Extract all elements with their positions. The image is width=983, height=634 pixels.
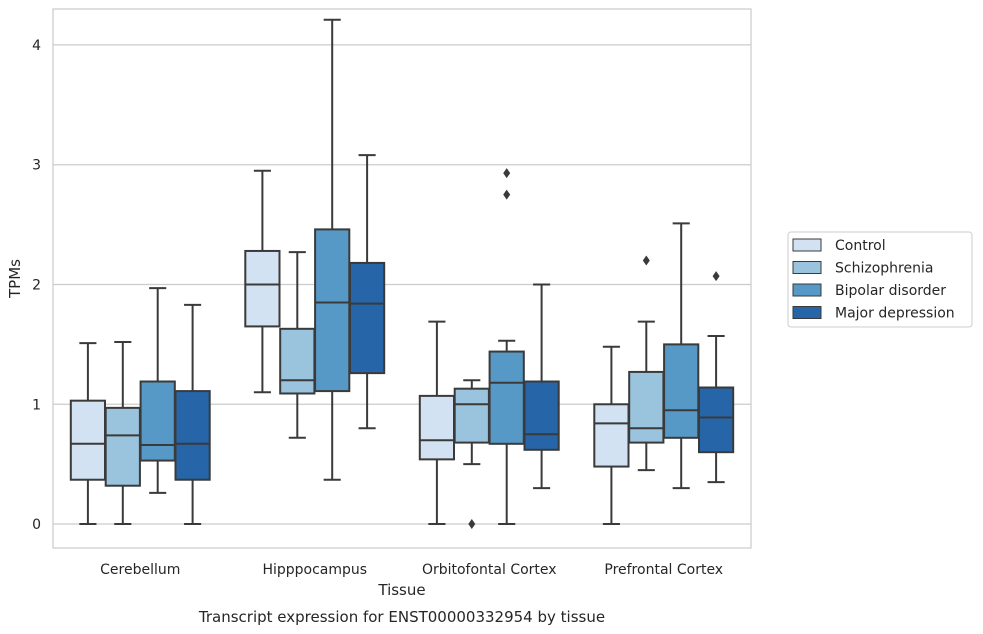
outlier-marker [642, 255, 650, 266]
legend-label: Major depression [835, 306, 955, 322]
x-tick-label: Prefrontal Cortex [604, 562, 723, 578]
box [139, 287, 176, 494]
box-body [174, 390, 211, 481]
box [348, 154, 386, 430]
series-major-depression [174, 154, 735, 526]
box-body [314, 228, 351, 393]
box-body [69, 399, 107, 481]
legend-swatch [792, 306, 822, 319]
box [314, 18, 351, 481]
y-tick-label: 3 [32, 158, 41, 174]
legend-label: Schizophrenia [835, 261, 933, 277]
y-tick-label: 0 [32, 517, 41, 533]
box [418, 320, 456, 526]
box-body [488, 350, 525, 445]
box [593, 345, 630, 526]
series-bipolar-disorder [139, 18, 700, 526]
legend-label: Control [835, 238, 886, 254]
box-series [69, 18, 735, 530]
legend: Control Schizophrenia Bipolar disorder Majo… [787, 231, 973, 328]
chart-caption: Transcript expression for ENST0000033295… [198, 608, 605, 626]
box-body [523, 380, 560, 451]
box [523, 283, 560, 490]
x-tick-label: Cerebellum [100, 562, 180, 578]
box [628, 255, 665, 472]
box-body [593, 403, 630, 468]
box-body [279, 327, 316, 395]
box-body [663, 343, 700, 439]
box-body [244, 249, 281, 328]
box-body [697, 386, 735, 454]
legend-frame [787, 231, 973, 328]
box [663, 222, 700, 490]
box [488, 168, 525, 526]
box [244, 169, 281, 394]
box [279, 251, 316, 439]
box [697, 271, 735, 484]
box [69, 342, 107, 526]
y-tick-label: 4 [32, 38, 41, 54]
box-body [104, 406, 141, 487]
legend-swatch [792, 283, 822, 297]
outlier-marker [712, 271, 720, 282]
y-tick-labels: 0 1 2 3 4 [32, 38, 41, 533]
x-axis-title: Tissue [377, 581, 425, 599]
outlier-marker [503, 189, 511, 200]
legend-swatch [792, 238, 822, 252]
box-body [139, 380, 176, 462]
series-schizophrenia [104, 251, 665, 530]
x-tick-label: Hipppocampus [262, 562, 367, 578]
outlier-marker [503, 168, 511, 179]
y-tick-label: 2 [32, 277, 41, 293]
legend-label: Bipolar disorder [835, 283, 946, 299]
box [453, 379, 490, 530]
box-body [453, 387, 490, 444]
outlier-marker [468, 519, 476, 530]
box-body [418, 394, 456, 461]
y-tick-label: 1 [32, 397, 41, 413]
box [174, 303, 211, 526]
x-tick-labels: Cerebellum Hipppocampus Orbitofontal Corte… [100, 562, 723, 578]
box-body [348, 261, 386, 375]
box [104, 340, 141, 526]
legend-swatch [792, 261, 822, 274]
plot-frame [52, 8, 752, 549]
x-tick-label: Orbitofontal Cortex [422, 562, 557, 578]
y-axis-title: TPMs [6, 259, 24, 299]
box-body [628, 370, 665, 444]
